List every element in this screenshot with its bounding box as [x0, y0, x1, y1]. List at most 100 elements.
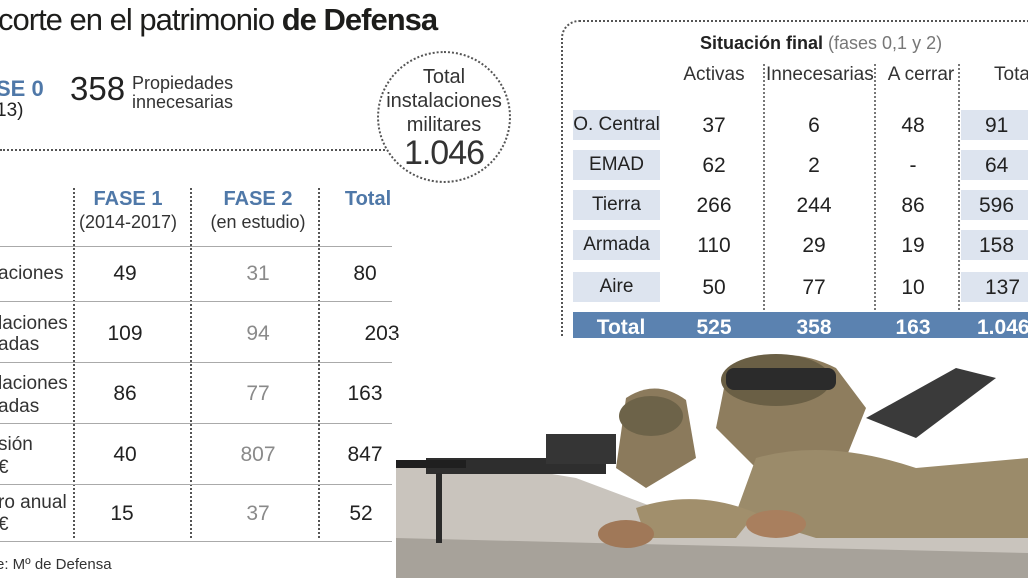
- total-total: 1.046: [977, 316, 1028, 339]
- row-label: Armada: [573, 230, 660, 260]
- col-sub-fase2: (en estudio): [210, 212, 306, 232]
- cell-fase2: 94: [246, 322, 270, 345]
- total-activas: 525: [696, 316, 732, 339]
- source-note: e: Mº de Defensa: [0, 556, 112, 573]
- cell-fase2: 31: [246, 262, 270, 285]
- row-label: €: [0, 514, 9, 535]
- row-divider: [0, 541, 392, 542]
- cell-innecesarias: 29: [802, 234, 826, 257]
- total-line3: militares: [406, 114, 482, 136]
- total-cell-bg: [961, 190, 1028, 220]
- total-row-label: Total: [596, 316, 646, 339]
- row-label: Aire: [573, 272, 660, 302]
- fase0-divider: [0, 149, 385, 151]
- cell-cerrar: 19: [901, 234, 925, 257]
- total-cerrar: 163: [895, 316, 931, 339]
- row-divider: [0, 362, 392, 363]
- cell-total: 91: [985, 114, 1009, 137]
- cell-innecesarias: 244: [796, 194, 832, 217]
- row-label: laciones: [0, 373, 68, 394]
- col-sub-fase1: (2014-2017): [78, 212, 178, 232]
- row-divider: [0, 301, 392, 302]
- fase0-desc-line1: Propiedades: [132, 73, 234, 93]
- cell-activas: 37: [702, 114, 726, 137]
- col-header-total: Total: [344, 188, 392, 210]
- cell-innecesarias: 77: [802, 276, 826, 299]
- soldiers-photo: [396, 338, 1028, 578]
- cell-cerrar: 48: [901, 114, 925, 137]
- row-label: EMAD: [573, 150, 660, 180]
- total-circle: [377, 51, 511, 183]
- cell-fase2: 77: [246, 382, 270, 405]
- cell-activas: 50: [702, 276, 726, 299]
- cell-fase1: 109: [107, 322, 143, 345]
- col-separator: [318, 188, 320, 538]
- summary-title: Situación final (fases 0,1 y 2): [700, 33, 942, 54]
- cell-total: 80: [353, 262, 377, 285]
- row-label: adas: [0, 334, 40, 355]
- row-label: sión: [0, 434, 33, 455]
- fase0-desc: Propiedades innecesarias: [132, 74, 252, 112]
- cell-total: 596: [979, 194, 1015, 217]
- row-label: O. Central: [573, 110, 660, 140]
- total-cell-bg: [961, 272, 1028, 302]
- total-value: 1.046: [403, 134, 485, 172]
- total-innecesarias: 358: [796, 316, 832, 339]
- row-divider: [0, 484, 392, 485]
- cell-fase1: 15: [110, 502, 134, 525]
- cell-activas: 110: [697, 234, 731, 257]
- cell-fase1: 49: [113, 262, 137, 285]
- col-header-total: Tota: [994, 64, 1028, 85]
- row-label: Tierra: [573, 190, 660, 220]
- col-separator: [190, 188, 192, 538]
- row-label: adas: [0, 396, 40, 417]
- cell-total: 158: [979, 234, 1015, 257]
- fase0-count: 358: [70, 70, 126, 107]
- row-divider: [0, 423, 392, 424]
- cell-cerrar: 86: [901, 194, 925, 217]
- cell-fase2: 807: [240, 443, 276, 466]
- cell-total: 203: [364, 322, 400, 345]
- fase0-years: 13): [0, 100, 24, 121]
- cell-fase1: 40: [113, 443, 137, 466]
- cell-innecesarias: 6: [808, 114, 820, 137]
- cell-cerrar: -: [909, 154, 917, 177]
- page-title: corte en el patrimonio de Defensa: [0, 2, 438, 38]
- cell-fase1: 86: [113, 382, 137, 405]
- col-header-innecesarias: Innecesarias: [766, 64, 874, 85]
- summary-title-note: (fases 0,1 y 2): [828, 33, 943, 53]
- row-label: €: [0, 457, 9, 478]
- total-line2: instalaciones: [386, 90, 502, 112]
- row-divider: [0, 246, 392, 247]
- col-separator: [73, 188, 75, 538]
- cell-total: 52: [349, 502, 373, 525]
- total-cell-bg: [961, 230, 1028, 260]
- row-label: aciones: [0, 263, 64, 284]
- row-label: ro anual: [0, 492, 67, 513]
- row-label: laciones: [0, 313, 68, 334]
- col-separator: [958, 64, 960, 346]
- col-separator: [763, 64, 765, 346]
- title-text: corte en el patrimonio: [0, 2, 282, 37]
- fase0-desc-line2: innecesarias: [132, 92, 234, 112]
- total-line1: Total: [422, 66, 466, 88]
- total-cell-bg: [961, 150, 1028, 180]
- total-cell-bg: [961, 110, 1028, 140]
- col-header-fase1: FASE 1: [93, 188, 163, 210]
- col-header-cerrar: A cerrar: [887, 64, 955, 85]
- summary-title-text: Situación final: [700, 33, 824, 53]
- cell-activas: 266: [696, 194, 732, 217]
- title-bold: de Defensa: [281, 2, 438, 37]
- fase0-label: SE 0: [0, 76, 44, 101]
- cell-activas: 62: [702, 154, 726, 177]
- col-header-activas: Activas: [683, 64, 745, 85]
- cell-total: 64: [985, 154, 1009, 177]
- cell-total: 137: [985, 276, 1021, 299]
- cell-fase2: 37: [246, 502, 270, 525]
- cell-cerrar: 10: [901, 276, 925, 299]
- col-header-fase2: FASE 2: [223, 188, 293, 210]
- col-separator: [874, 64, 876, 346]
- cell-total: 847: [347, 443, 383, 466]
- cell-innecesarias: 2: [808, 154, 820, 177]
- cell-total: 163: [347, 382, 383, 405]
